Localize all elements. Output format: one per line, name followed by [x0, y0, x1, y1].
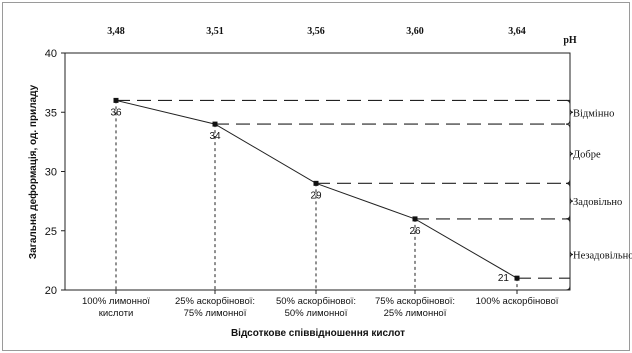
x-tick-label: 100% лимонної [82, 296, 150, 307]
data-point [514, 275, 520, 281]
y-tick-label: 35 [45, 107, 57, 119]
x-tick-label: 25% аскорбінової: [175, 296, 255, 307]
data-label: 29 [310, 190, 322, 201]
y-axis-title: Загальна деформація, од. приладу [27, 84, 39, 259]
y-tick-label: 30 [45, 167, 57, 179]
data-label: 36 [110, 107, 122, 118]
x-tick-label: 25% лимонної [384, 308, 447, 319]
data-label: 26 [409, 226, 421, 237]
ph-tick-label: 3,51 [206, 26, 224, 37]
y-axis: 20 25 30 35 40 [45, 48, 65, 297]
band-brace [565, 99, 574, 125]
band-brace [565, 218, 574, 291]
band-label: Відмінно [573, 108, 614, 119]
ph-tick-label: 3,64 [508, 26, 526, 37]
ph-tick-label: 3,56 [307, 26, 325, 37]
ph-axis-label: pH [563, 35, 577, 46]
data-point [113, 97, 119, 103]
ph-tick-label: 3,48 [107, 26, 125, 37]
y-tick-label: 20 [45, 285, 57, 297]
data-label: 21 [498, 273, 510, 284]
data-point [412, 216, 418, 222]
band-label: Задовільно [573, 197, 622, 208]
horizontal-guides [116, 99, 570, 279]
x-tick-label: кислоти [99, 308, 134, 319]
y-tick-label: 40 [45, 48, 57, 60]
data-point [313, 180, 319, 186]
x-tick-label: 75% лимонної [184, 308, 247, 319]
y-tick-label: 25 [45, 226, 57, 238]
band-brace [565, 123, 574, 184]
band-label: Добре [573, 150, 601, 161]
quality-bands: Відмінно Добре Задовільно Незадовільно [565, 99, 632, 291]
x-tick-label: 50% аскорбінової: [276, 296, 356, 307]
ph-axis: 3,48 3,51 3,56 3,60 3,64 pH [107, 26, 577, 46]
band-brace [565, 182, 574, 220]
band-label: Незадовільно [573, 250, 632, 261]
ph-tick-label: 3,60 [406, 26, 424, 37]
data-label: 34 [209, 131, 221, 142]
x-tick-label: 100% аскорбінової [476, 296, 559, 307]
x-tick-label: 75% аскорбінової: [375, 296, 455, 307]
x-axis-title: Відсоткове співвідношення кислот [231, 328, 405, 339]
data-point [212, 121, 218, 127]
x-tick-label: 50% лимонної [285, 308, 348, 319]
series-line: 36 34 29 26 21 [110, 97, 520, 284]
